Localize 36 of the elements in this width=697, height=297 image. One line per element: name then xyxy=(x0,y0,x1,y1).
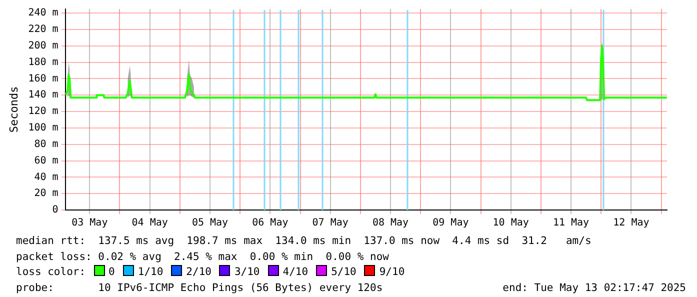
text: packet loss: 0.02 % avg 2.45 % max 0.00 % min 0.00 % now xyxy=(16,250,390,264)
text: probe: 10 IPv6-ICMP Echo Pings (56 Bytes) every 120s xyxy=(16,282,383,294)
y-tick-label: 60 m xyxy=(34,155,58,166)
y-tick-label: 100 m xyxy=(28,122,58,134)
y-tick-label: 240 m xyxy=(28,8,58,19)
text: median rtt: 137.5 ms avg 198.7 ms max 134.0 ms min 137.0 ms now 4.4 ms sd 31.2 am/s xyxy=(16,234,592,248)
x-tick-label: 05 May xyxy=(192,218,228,229)
y-tick-label: 120 m xyxy=(28,106,58,118)
x-tick-label: 10 May xyxy=(492,218,529,229)
y-tick-label: 140 m xyxy=(28,90,58,101)
legend-label: 5/10 xyxy=(331,266,356,278)
y-tick-label: 20 m xyxy=(34,188,58,200)
x-tick-label: 06 May xyxy=(252,218,288,229)
y-tick-label: 80 m xyxy=(34,138,58,150)
x-tick-label: 04 May xyxy=(132,218,168,229)
x-tick-label: 08 May xyxy=(372,218,409,229)
x-tick-label: 11 May xyxy=(552,218,590,229)
legend-label: 4/10 xyxy=(282,266,308,278)
y-tick-label: 200 m xyxy=(28,40,58,52)
x-tick-label: 07 May xyxy=(312,218,348,229)
text: end: Tue May 13 02:17:47 2025 xyxy=(502,280,686,294)
y-tick-label: 160 m xyxy=(28,73,58,84)
legend-title: loss color: xyxy=(16,266,86,278)
y-tick-label: 180 m xyxy=(28,56,58,68)
y-axis-title: Seconds xyxy=(7,86,20,133)
legend-label: 2/10 xyxy=(186,266,212,278)
y-tick-label: 0 xyxy=(52,204,58,216)
legend-label: 3/10 xyxy=(234,266,260,278)
x-tick-label: 12 May xyxy=(613,218,650,229)
x-tick-label: 09 May xyxy=(432,218,469,229)
legend-label: 9/10 xyxy=(379,266,405,278)
legend-label: 0 xyxy=(108,266,115,278)
x-tick-label: 03 May xyxy=(72,218,108,229)
y-tick-label: 40 m xyxy=(34,172,58,183)
legend-label: 1/10 xyxy=(138,266,164,278)
y-tick-label: 220 m xyxy=(28,24,58,36)
